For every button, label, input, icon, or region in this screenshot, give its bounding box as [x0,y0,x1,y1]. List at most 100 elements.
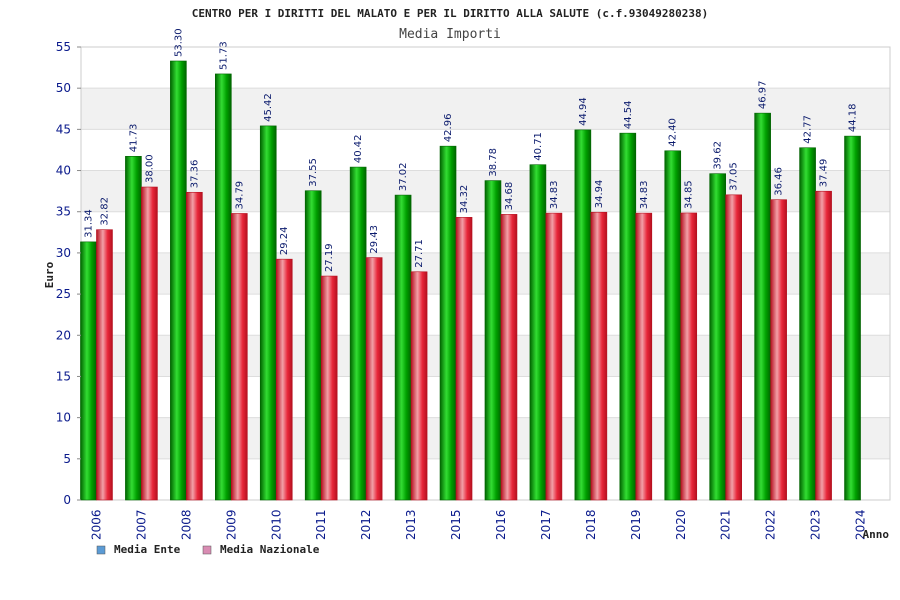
data-label: 38.00 [144,154,155,183]
bar-media-ente [125,155,142,501]
chart-subtitle: Media Importi [399,27,501,42]
bar-media-ente [619,132,637,501]
legend-label-nazionale: Media Nazionale [220,543,320,556]
bar-media-ente [574,129,592,501]
bar-media-nazionale [680,212,698,501]
data-label: 44.54 [623,101,634,130]
data-label: 44.94 [578,97,589,126]
grid-band [81,47,890,89]
y-tick-label: 25 [56,287,71,301]
bar-media-ente [394,194,412,501]
bar-media-nazionale [231,213,248,501]
bar-media-ente [439,145,457,501]
bar-media-nazionale [320,275,338,501]
data-label: 34.83 [549,180,560,209]
bar-media-nazionale [770,199,787,501]
data-label: 34.83 [639,180,650,209]
data-label: 39.62 [713,141,724,170]
bars-layer [80,60,861,501]
bar-media-ente [754,112,771,501]
bar-media-nazionale [186,191,203,501]
y-tick-label: 45 [56,122,71,136]
bar-media-ente [80,241,97,501]
data-label: 37.55 [308,158,319,187]
x-tick-label: 2019 [629,509,643,540]
bar-media-nazionale [815,190,832,501]
bar-media-ente [664,150,682,501]
x-tick-label: 2010 [269,509,283,540]
x-tick-label: 2008 [179,509,193,540]
data-label: 42.77 [803,115,814,144]
bar-media-ente [529,164,547,501]
data-label: 40.71 [533,132,544,161]
bar-media-nazionale [96,229,113,501]
data-label: 34.32 [459,185,470,214]
bar-media-nazionale [275,258,293,501]
data-label: 31.34 [83,209,94,238]
x-axis-label: Anno [863,528,890,541]
y-tick-label: 40 [56,164,71,178]
y-tick-label: 0 [63,493,71,507]
x-tick-label: 2012 [359,509,373,540]
y-tick-label: 10 [56,411,71,425]
x-tick-label: 2022 [764,509,778,540]
bar-media-ente [349,166,367,501]
x-axis-ticks: 2006 2007 2008 2009 2010 2011 2012 2013 2015 2016… [89,509,867,540]
data-label: 32.82 [99,197,110,226]
x-tick-label: 2013 [404,509,418,540]
data-label: 37.05 [729,162,740,191]
bar-media-ente [484,180,502,501]
bar-media-nazionale [141,186,158,501]
data-label: 37.49 [819,159,830,188]
data-label: 40.42 [353,134,364,163]
bar-media-nazionale [365,257,383,501]
bar-media-ente [709,173,726,501]
bar-media-ente [304,190,322,501]
bar-media-nazionale [725,194,742,501]
data-label: 27.19 [324,243,335,272]
data-label: 34.79 [234,181,245,210]
x-tick-label: 2017 [539,509,553,540]
legend-label-ente: Media Ente [114,543,181,556]
x-tick-label: 2015 [449,509,463,540]
y-tick-label: 5 [63,452,71,466]
bar-media-nazionale [635,212,653,501]
x-tick-label: 2006 [89,509,103,540]
legend: Media Ente Media Nazionale [96,543,320,556]
data-label: 27.71 [414,239,425,268]
data-label: 34.68 [504,182,515,211]
data-label: 29.24 [279,227,290,256]
data-label: 51.73 [218,41,229,70]
bar-media-ente [170,60,187,501]
data-label: 46.97 [758,80,769,109]
y-axis-ticks: 0 5 10 15 20 25 30 35 40 45 50 55 [56,40,81,507]
legend-swatch-nazionale [202,545,212,555]
data-label: 44.18 [848,103,859,132]
bar-media-ente [259,125,277,501]
data-label: 42.96 [443,114,454,143]
bar-media-nazionale [590,211,608,501]
y-axis-label: Euro [43,261,56,288]
y-tick-label: 50 [56,81,71,95]
bar-media-ente [844,135,861,501]
y-tick-label: 15 [56,369,71,383]
data-label: 41.73 [128,124,139,153]
x-tick-label: 2007 [134,509,148,540]
legend-swatch-ente [96,545,106,555]
data-label: 34.94 [594,180,605,209]
x-tick-label: 2018 [584,509,598,540]
y-tick-label: 20 [56,328,71,342]
bar-media-ente [799,147,816,501]
y-tick-label: 35 [56,205,71,219]
data-label: 42.40 [668,118,679,147]
bar-media-nazionale [455,217,473,501]
bar-media-ente [215,73,232,501]
x-tick-label: 2021 [719,509,733,540]
bar-media-nazionale [410,271,428,501]
data-labels-layer: 31.34 32.82 41.73 38.00 53.30 37.36 51.73 34.79… [83,28,858,272]
data-label: 34.85 [684,180,695,209]
data-label: 38.78 [488,148,499,177]
data-label: 45.42 [263,93,274,122]
